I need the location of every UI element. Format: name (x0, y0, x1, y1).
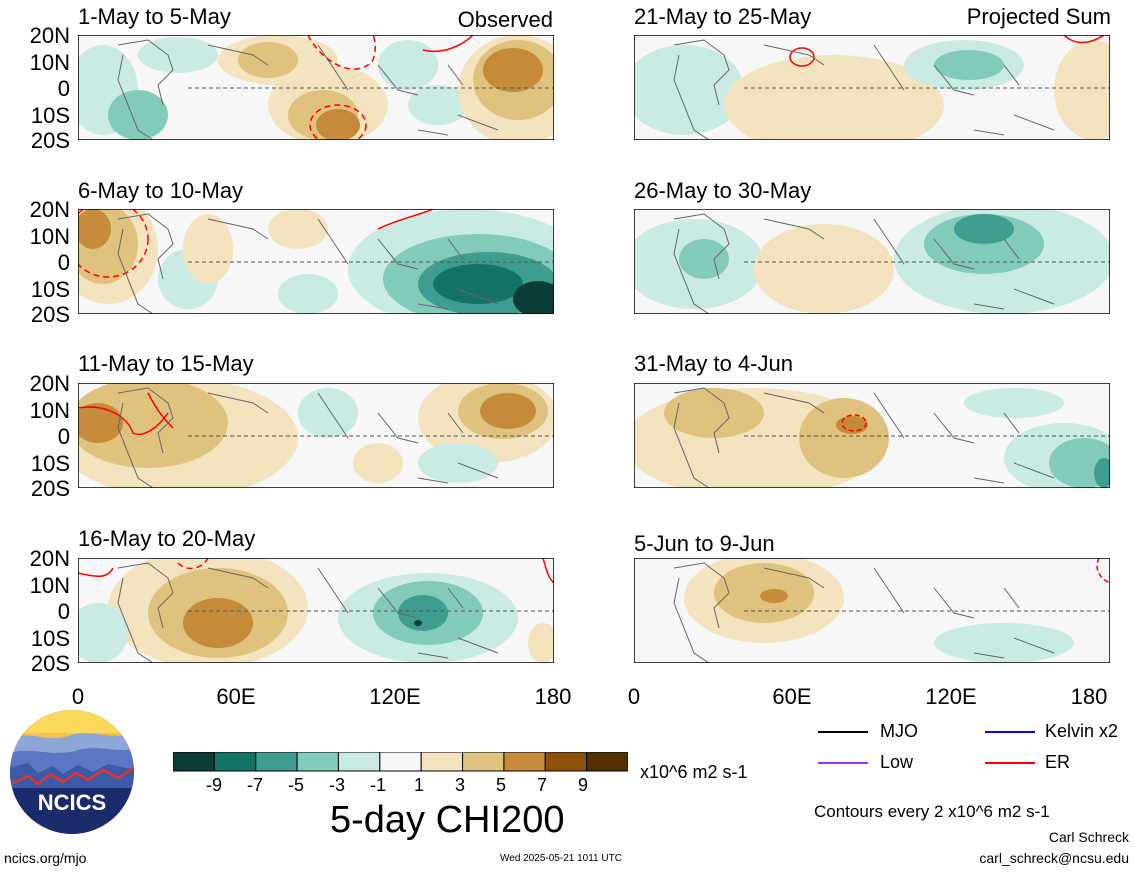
colorbar-units: x10^6 m2 s-1 (640, 762, 748, 782)
legend-label: Low (880, 752, 914, 772)
lon-label: 0 (627, 684, 641, 709)
lon-label: 60E (772, 684, 812, 709)
lat-label: 10S (30, 451, 70, 476)
logo-text: NCICS (38, 790, 106, 815)
colorbar-tick: 5 (495, 775, 506, 795)
lat-label: 10S (30, 277, 70, 302)
panel-title: 21-May to 25-May (634, 4, 812, 29)
panel-title: 6-May to 10-May (78, 178, 244, 203)
lon-label: 180 (1070, 684, 1108, 709)
panel-label: Projected Sum (966, 4, 1111, 29)
colorbar-swatch (586, 752, 628, 772)
lat-label: 10N (29, 398, 70, 423)
er-line-icon (985, 762, 1035, 764)
panel-title: 5-Jun to 9-Jun (634, 531, 775, 556)
panel-title: 11-May to 15-May (78, 351, 254, 376)
colorbar-swatch (213, 752, 257, 772)
colorbar-swatch (296, 752, 339, 772)
lat-label: 0 (57, 76, 70, 101)
lat-label: 20S (30, 302, 70, 327)
legend-label: Kelvin x2 (1045, 721, 1119, 741)
colorbar-swatch (544, 752, 588, 772)
colorbar-tick: 7 (536, 775, 547, 795)
mjo-line-icon (818, 731, 868, 733)
colorbar-swatch (420, 752, 464, 772)
lat-label: 20N (29, 371, 70, 396)
legend-label: MJO (880, 721, 918, 741)
lat-label: 10S (30, 103, 70, 128)
map-panel-8 (634, 558, 1110, 663)
lon-label: 120E (369, 684, 421, 709)
lat-label: 20S (30, 651, 70, 676)
lat-label: 10N (29, 573, 70, 598)
map-panel-6 (634, 209, 1110, 314)
lat-label: 10S (30, 626, 70, 651)
colorbar-swatch (337, 752, 381, 772)
lat-label: 20N (29, 546, 70, 571)
low-line-icon (818, 762, 868, 764)
colorbar-title: 5-day CHI200 (330, 799, 565, 841)
lon-label: 180 (534, 684, 572, 709)
map-panel-3 (78, 383, 554, 488)
lat-label: 0 (57, 424, 70, 449)
colorbar-tick: 3 (454, 775, 465, 795)
panel-title: 26-May to 30-May (634, 178, 812, 203)
lat-label: 20N (29, 197, 70, 222)
lon-label: 120E (925, 684, 977, 709)
lat-label: 10N (29, 224, 70, 249)
colorbar-tick: -3 (328, 775, 345, 795)
lat-label: 0 (57, 599, 70, 624)
kelvin-line-icon (985, 731, 1035, 733)
map-panel-7 (634, 383, 1110, 488)
panel-label: Observed (457, 7, 553, 32)
colorbar-swatch (379, 752, 422, 772)
colorbar-tick: 1 (413, 775, 424, 795)
lat-label: 20S (30, 476, 70, 501)
panel-title: 16-May to 20-May (78, 526, 256, 551)
panel-title: 1-May to 5-May (78, 4, 231, 29)
footer-timestamp: Wed 2025-05-21 1011 UTC (500, 853, 622, 864)
colorbar-swatch (503, 752, 546, 772)
contours-note: Contours every 2 x10^6 m2 s-1 (814, 802, 1050, 821)
colorbar-tick: -7 (246, 775, 263, 795)
colorbar-tick: 9 (577, 775, 588, 795)
map-panel-1 (78, 35, 554, 140)
lat-label: 0 (57, 250, 70, 275)
colorbar-swatch (462, 752, 505, 772)
colorbar-tick: -5 (287, 775, 304, 795)
lon-label: 0 (71, 684, 85, 709)
colorbar-swatch (173, 752, 215, 772)
legend-label: ER (1045, 752, 1071, 772)
colorbar-swatch (255, 752, 298, 772)
footer-email[interactable]: carl_schreck@ncsu.edu (979, 850, 1129, 866)
map-panel-2 (78, 209, 554, 314)
footer-author: Carl Schreck (1048, 829, 1129, 845)
map-panel-5 (634, 35, 1110, 140)
footer-url[interactable]: ncics.org/mjo (4, 850, 87, 866)
lat-label: 10N (29, 50, 70, 75)
colorbar-tick: -1 (369, 775, 386, 795)
ncics-logo: NCICS (10, 710, 134, 834)
lat-label: 20N (29, 23, 70, 48)
colorbar-tick: -9 (205, 775, 222, 795)
lon-label: 60E (216, 684, 256, 709)
colorbar (173, 752, 628, 772)
map-panel-4 (78, 558, 554, 663)
panel-title: 31-May to 4-Jun (634, 351, 793, 376)
lat-label: 20S (30, 128, 70, 153)
